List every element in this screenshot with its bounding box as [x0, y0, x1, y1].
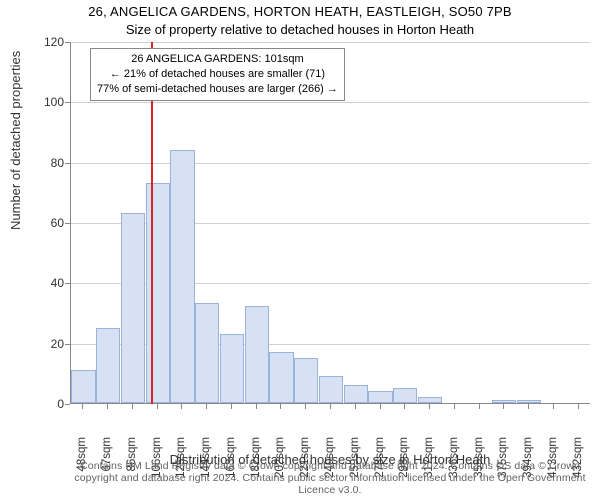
xtick-mark	[305, 404, 306, 409]
ytick-label: 40	[30, 276, 64, 290]
histogram-bar	[146, 183, 170, 403]
xtick-mark	[578, 404, 579, 409]
xtick-mark	[553, 404, 554, 409]
histogram-bar	[170, 150, 194, 403]
histogram-bar	[121, 213, 145, 403]
histogram-bar	[71, 370, 95, 403]
annotation-line: 26 ANGELICA GARDENS: 101sqm	[97, 52, 338, 67]
footer-attribution: Contains HM Land Registry data © Crown c…	[70, 460, 590, 496]
chart-title-sub: Size of property relative to detached ho…	[0, 22, 600, 37]
xtick-mark	[280, 404, 281, 409]
ytick-label: 0	[30, 397, 64, 411]
histogram-bar	[269, 352, 293, 403]
chart-title-main: 26, ANGELICA GARDENS, HORTON HEATH, EAST…	[0, 4, 600, 19]
ytick-label: 120	[30, 35, 64, 49]
histogram-bar	[492, 400, 516, 403]
xtick-mark	[380, 404, 381, 409]
histogram-bar	[96, 328, 120, 403]
annotation-box: 26 ANGELICA GARDENS: 101sqm← 21% of deta…	[90, 48, 345, 101]
ytick-label: 20	[30, 337, 64, 351]
histogram-chart: 26, ANGELICA GARDENS, HORTON HEATH, EAST…	[0, 0, 600, 500]
xtick-mark	[206, 404, 207, 409]
histogram-bar	[517, 400, 541, 403]
ytick-label: 100	[30, 95, 64, 109]
annotation-line: ← 21% of detached houses are smaller (71…	[97, 67, 338, 82]
xtick-mark	[355, 404, 356, 409]
xtick-mark	[528, 404, 529, 409]
ytick-label: 80	[30, 156, 64, 170]
xtick-mark	[82, 404, 83, 409]
histogram-bar	[368, 391, 392, 403]
xtick-mark	[107, 404, 108, 409]
xtick-mark	[231, 404, 232, 409]
histogram-bar	[393, 388, 417, 403]
ytick-mark	[65, 404, 70, 405]
histogram-bar	[220, 334, 244, 403]
xtick-mark	[256, 404, 257, 409]
histogram-bar	[294, 358, 318, 403]
histogram-bar	[319, 376, 343, 403]
xtick-mark	[429, 404, 430, 409]
histogram-bar	[418, 397, 442, 403]
histogram-bar	[344, 385, 368, 403]
annotation-line: 77% of semi-detached houses are larger (…	[97, 82, 338, 97]
histogram-bar	[195, 303, 219, 403]
xtick-mark	[454, 404, 455, 409]
histogram-bar	[245, 306, 269, 403]
xtick-mark	[330, 404, 331, 409]
xtick-mark	[181, 404, 182, 409]
xtick-mark	[157, 404, 158, 409]
y-axis-label: Number of detached properties	[8, 51, 23, 230]
xtick-mark	[503, 404, 504, 409]
ytick-label: 60	[30, 216, 64, 230]
xtick-mark	[479, 404, 480, 409]
xtick-mark	[132, 404, 133, 409]
xtick-mark	[404, 404, 405, 409]
